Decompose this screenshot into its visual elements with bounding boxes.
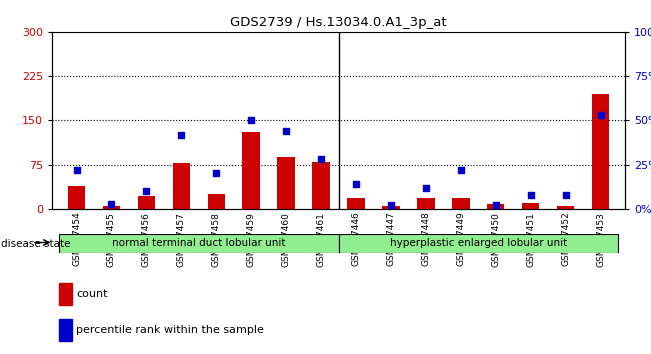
Point bbox=[316, 156, 326, 162]
Bar bbox=[417, 198, 435, 209]
Point bbox=[106, 201, 117, 206]
Text: count: count bbox=[77, 289, 108, 299]
Point bbox=[141, 188, 152, 194]
Point bbox=[281, 128, 292, 134]
Point bbox=[385, 202, 396, 208]
Bar bbox=[557, 206, 574, 209]
Text: percentile rank within the sample: percentile rank within the sample bbox=[77, 325, 264, 335]
Bar bbox=[339, 234, 618, 253]
Bar bbox=[522, 203, 540, 209]
Bar bbox=[59, 234, 339, 253]
Bar bbox=[242, 132, 260, 209]
Bar bbox=[59, 284, 72, 305]
Bar bbox=[487, 204, 505, 209]
Point bbox=[72, 167, 82, 173]
Point bbox=[211, 171, 221, 176]
Bar bbox=[382, 206, 400, 209]
Point bbox=[246, 118, 256, 123]
Point bbox=[176, 132, 187, 137]
Bar bbox=[452, 198, 469, 209]
Point bbox=[351, 181, 361, 187]
Bar bbox=[208, 194, 225, 209]
Bar bbox=[347, 198, 365, 209]
Text: disease state: disease state bbox=[1, 239, 70, 249]
Point bbox=[421, 185, 431, 190]
Bar bbox=[277, 157, 295, 209]
Bar bbox=[137, 196, 155, 209]
Point bbox=[561, 192, 571, 198]
Point bbox=[595, 112, 605, 118]
Point bbox=[525, 192, 536, 198]
Bar bbox=[59, 319, 72, 341]
Point bbox=[490, 202, 501, 208]
Bar bbox=[173, 163, 190, 209]
Bar bbox=[68, 187, 85, 209]
Point bbox=[456, 167, 466, 173]
Text: hyperplastic enlarged lobular unit: hyperplastic enlarged lobular unit bbox=[389, 238, 567, 249]
Text: normal terminal duct lobular unit: normal terminal duct lobular unit bbox=[112, 238, 286, 249]
Bar bbox=[592, 94, 609, 209]
Title: GDS2739 / Hs.13034.0.A1_3p_at: GDS2739 / Hs.13034.0.A1_3p_at bbox=[230, 16, 447, 29]
Bar bbox=[312, 162, 330, 209]
Bar bbox=[103, 206, 120, 209]
